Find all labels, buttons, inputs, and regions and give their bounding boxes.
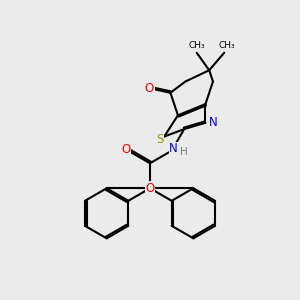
Text: H: H (180, 147, 188, 157)
Text: N: N (169, 142, 178, 155)
Text: O: O (121, 143, 130, 156)
Text: N: N (208, 116, 217, 129)
Text: CH₃: CH₃ (219, 41, 236, 50)
Text: S: S (156, 133, 164, 146)
Text: CH₃: CH₃ (188, 41, 205, 50)
Text: O: O (146, 182, 154, 195)
Text: O: O (145, 82, 154, 95)
